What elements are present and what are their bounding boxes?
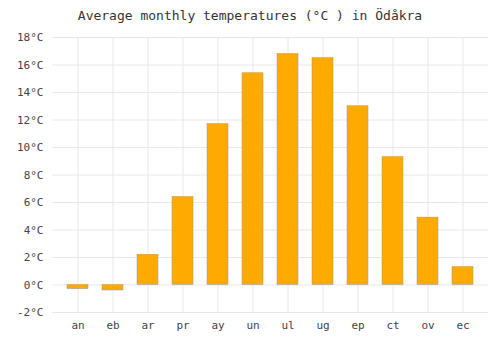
svg-text:ay: ay [211, 319, 225, 332]
svg-text:16°C: 16°C [17, 59, 44, 72]
svg-text:ar: ar [141, 319, 155, 332]
svg-text:ep: ep [351, 319, 364, 332]
svg-text:eb: eb [106, 319, 119, 332]
svg-text:18°C: 18°C [17, 31, 44, 44]
svg-text:ul: ul [281, 319, 294, 332]
svg-text:-2°C: -2°C [17, 306, 44, 319]
svg-text:an: an [71, 319, 84, 332]
svg-text:pr: pr [176, 319, 190, 332]
svg-text:ov: ov [421, 319, 435, 332]
svg-text:ec: ec [456, 319, 469, 332]
svg-text:ug: ug [316, 319, 329, 332]
svg-text:6°C: 6°C [24, 196, 44, 209]
svg-text:2°C: 2°C [24, 251, 44, 264]
svg-text:8°C: 8°C [24, 169, 44, 182]
svg-text:4°C: 4°C [24, 224, 44, 237]
svg-text:12°C: 12°C [17, 114, 44, 127]
svg-text:10°C: 10°C [17, 141, 44, 154]
svg-text:un: un [246, 319, 259, 332]
svg-text:14°C: 14°C [17, 86, 44, 99]
svg-text:0°C: 0°C [24, 279, 44, 292]
html-text:Average monthly temperatures (: Average monthly temperatures (°C ) in Öd… [77, 8, 423, 23]
svg-text:ct: ct [386, 319, 399, 332]
